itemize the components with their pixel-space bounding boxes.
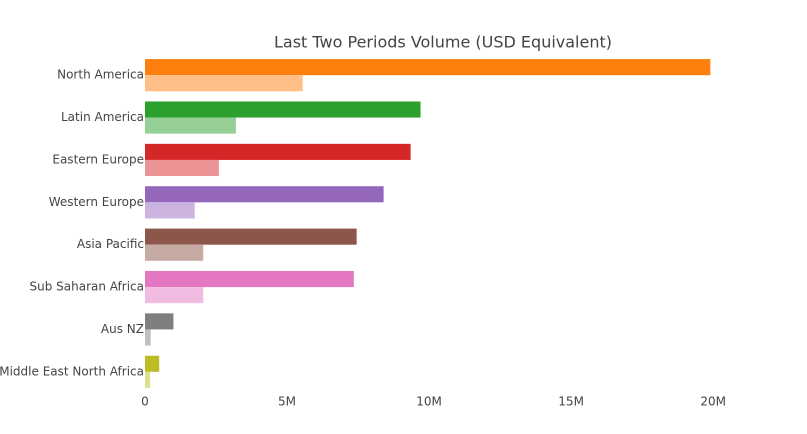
bar <box>145 117 236 134</box>
bar <box>145 287 204 304</box>
bar <box>145 313 174 330</box>
bar <box>145 329 151 346</box>
x-tick-label: 20M <box>700 395 726 409</box>
y-tick-label: Eastern Europe <box>52 152 144 166</box>
bar <box>145 101 421 118</box>
y-tick-label: Aus NZ <box>101 322 144 336</box>
y-tick-label: North America <box>57 68 144 82</box>
bar <box>145 143 411 160</box>
bar <box>145 228 357 245</box>
bar <box>145 159 219 177</box>
bar <box>145 186 384 203</box>
x-tick-label: 15M <box>558 395 584 409</box>
y-tick-label: Western Europe <box>49 195 144 209</box>
bar <box>145 59 711 76</box>
y-tick-label: Middle East North Africa <box>0 364 144 378</box>
y-tick-label: Sub Saharan Africa <box>29 280 144 294</box>
y-tick-label: Latin America <box>61 110 144 124</box>
bar <box>145 371 151 388</box>
bar <box>145 75 303 92</box>
bar <box>145 270 354 288</box>
x-tick-label: 0 <box>141 395 149 409</box>
y-tick-label: Asia Pacific <box>77 237 144 251</box>
bar <box>145 202 195 219</box>
chart-title: Last Two Periods Volume (USD Equivalent) <box>274 33 612 52</box>
bar <box>145 244 204 261</box>
bar <box>145 355 160 372</box>
x-tick-label: 5M <box>278 395 296 409</box>
x-tick-label: 10M <box>416 395 442 409</box>
